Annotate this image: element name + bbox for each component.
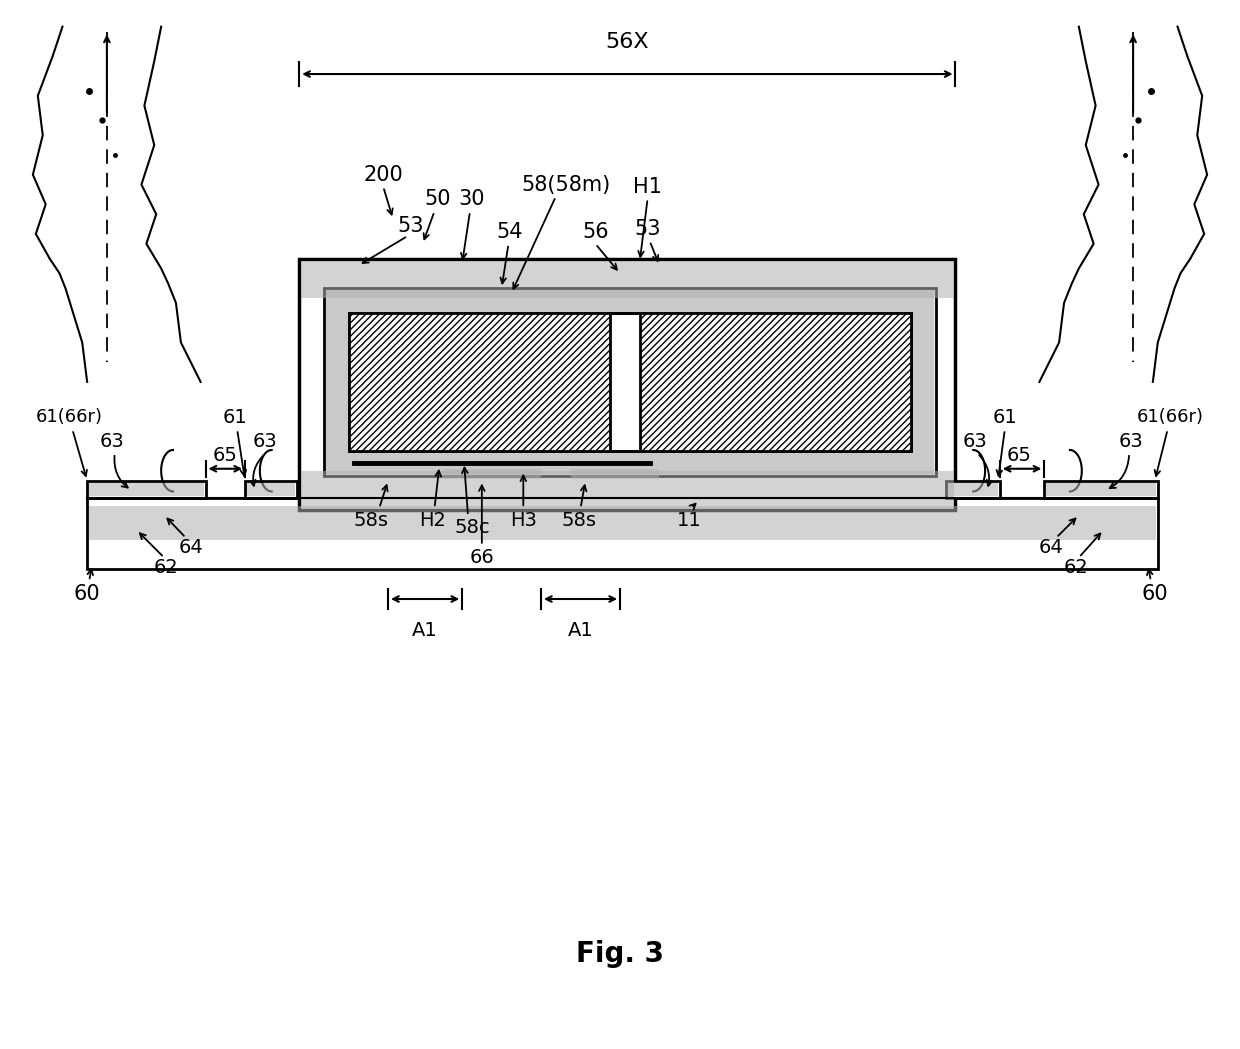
- Text: 63: 63: [962, 431, 987, 451]
- Text: 58c: 58c: [454, 518, 490, 537]
- Bar: [247, 483, 295, 496]
- Text: H1: H1: [634, 176, 662, 196]
- Bar: [1044, 480, 1158, 498]
- Bar: [89, 483, 203, 496]
- Text: 50: 50: [424, 190, 450, 210]
- Text: 58(58m): 58(58m): [521, 174, 610, 194]
- Bar: [301, 260, 954, 298]
- Bar: [324, 288, 936, 475]
- Text: 58s: 58s: [353, 511, 389, 530]
- Bar: [443, 469, 541, 478]
- Text: 62: 62: [1064, 558, 1089, 577]
- Text: 64: 64: [1039, 538, 1064, 557]
- Text: A1: A1: [568, 621, 594, 640]
- Bar: [326, 291, 934, 313]
- Text: 53: 53: [635, 219, 661, 239]
- Bar: [299, 258, 956, 510]
- Text: 56: 56: [582, 222, 609, 242]
- Text: 11: 11: [677, 511, 702, 530]
- Bar: [87, 480, 206, 498]
- Text: H2: H2: [419, 511, 446, 530]
- Bar: [947, 483, 998, 496]
- Bar: [247, 483, 295, 496]
- Text: 61: 61: [223, 408, 248, 427]
- Bar: [946, 480, 999, 498]
- Text: 60: 60: [74, 584, 100, 604]
- Bar: [348, 313, 610, 451]
- Text: 63: 63: [99, 431, 124, 451]
- Text: 62: 62: [154, 558, 179, 577]
- Text: 65: 65: [1006, 447, 1032, 466]
- Text: 54: 54: [496, 222, 523, 242]
- Bar: [301, 471, 954, 508]
- Text: 56X: 56X: [605, 33, 650, 52]
- Bar: [301, 260, 954, 298]
- Text: 60: 60: [1142, 584, 1168, 604]
- Bar: [443, 469, 541, 478]
- Bar: [570, 469, 660, 478]
- Bar: [87, 498, 1158, 570]
- Bar: [326, 313, 348, 451]
- Bar: [1047, 483, 1156, 496]
- Bar: [89, 483, 203, 496]
- Text: 200: 200: [363, 165, 403, 185]
- Bar: [89, 507, 1156, 540]
- Text: 53: 53: [398, 216, 424, 236]
- Bar: [301, 471, 954, 508]
- Text: 63: 63: [253, 431, 278, 451]
- Bar: [911, 313, 934, 451]
- Bar: [1047, 483, 1156, 496]
- Text: A1: A1: [412, 621, 438, 640]
- Bar: [246, 480, 298, 498]
- Text: 65: 65: [213, 447, 238, 466]
- Bar: [348, 313, 911, 451]
- Text: Fig. 3: Fig. 3: [577, 940, 663, 968]
- Text: 58s: 58s: [560, 511, 596, 530]
- Text: 63: 63: [1118, 431, 1143, 451]
- Bar: [326, 451, 934, 474]
- Bar: [326, 451, 934, 474]
- Text: H3: H3: [510, 511, 537, 530]
- Bar: [947, 483, 998, 496]
- Bar: [326, 291, 934, 313]
- Bar: [911, 313, 934, 451]
- Text: 61(66r): 61(66r): [1137, 408, 1204, 427]
- Text: 64: 64: [179, 538, 203, 557]
- Bar: [89, 507, 1156, 540]
- Bar: [326, 313, 348, 451]
- Text: 61(66r): 61(66r): [36, 408, 103, 427]
- Text: 30: 30: [459, 190, 485, 210]
- Bar: [348, 313, 911, 451]
- Bar: [570, 469, 660, 478]
- Bar: [640, 313, 911, 451]
- Text: 61: 61: [992, 408, 1017, 427]
- Text: 66: 66: [470, 548, 495, 568]
